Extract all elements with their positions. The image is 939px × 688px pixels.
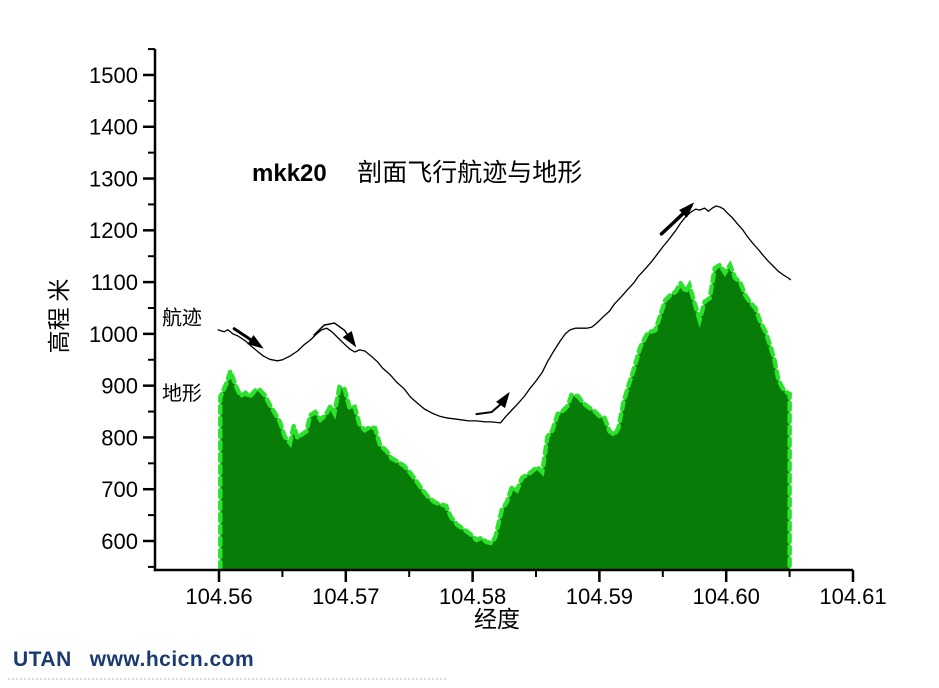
chart-title: mkk20 剖面飞行航迹与地形 xyxy=(252,159,582,187)
terrain-edge xyxy=(218,260,792,572)
x-tick-label: 104.60 xyxy=(693,584,760,609)
y-tick-label: 800 xyxy=(101,425,138,450)
watermark-url-link[interactable]: www.hcicn.com xyxy=(89,648,255,671)
series-label: 航迹 xyxy=(162,307,202,330)
x-axis-label: 经度 xyxy=(474,607,520,632)
y-tick-label: 700 xyxy=(101,477,138,502)
x-tick-label: 104.61 xyxy=(819,584,886,609)
plot-area: 600 700 800 900 1000 1100 1200 1300 1400 1500 104.… xyxy=(89,48,887,609)
y-tick-label: 900 xyxy=(101,374,138,399)
y-tick-label: 600 xyxy=(101,529,138,554)
x-tick-label: 104.59 xyxy=(566,584,633,609)
y-tick-label: 1400 xyxy=(89,115,138,140)
flight-track-line xyxy=(217,205,792,424)
y-tick-label: 1200 xyxy=(89,218,138,243)
x-tick-label: 104.57 xyxy=(312,584,379,609)
direction-arrowhead xyxy=(342,331,357,348)
y-tick-label: 1000 xyxy=(89,322,138,347)
chart-title-prefix: mkk20 xyxy=(252,160,327,187)
direction-arrowhead xyxy=(679,202,695,218)
y-tick-label: 1500 xyxy=(89,63,138,88)
y-tick-label: 1300 xyxy=(89,166,138,191)
watermark-underline xyxy=(8,678,446,680)
y-tick-label: 1100 xyxy=(91,270,138,295)
x-tick-label: 104.56 xyxy=(185,584,252,609)
chart-title-text: 剖面飞行航迹与地形 xyxy=(357,159,582,187)
y-axis-label: 高程 米 xyxy=(47,279,72,354)
series-label: 地形 xyxy=(162,382,202,405)
x-tick-label: 104.58 xyxy=(439,584,506,609)
watermark: UTAN www.hcicn.com xyxy=(13,648,254,672)
direction-arrowhead xyxy=(496,391,510,409)
terrain-area xyxy=(220,265,790,569)
direction-arrowhead xyxy=(247,335,264,349)
watermark-brand: UTAN xyxy=(13,648,72,671)
